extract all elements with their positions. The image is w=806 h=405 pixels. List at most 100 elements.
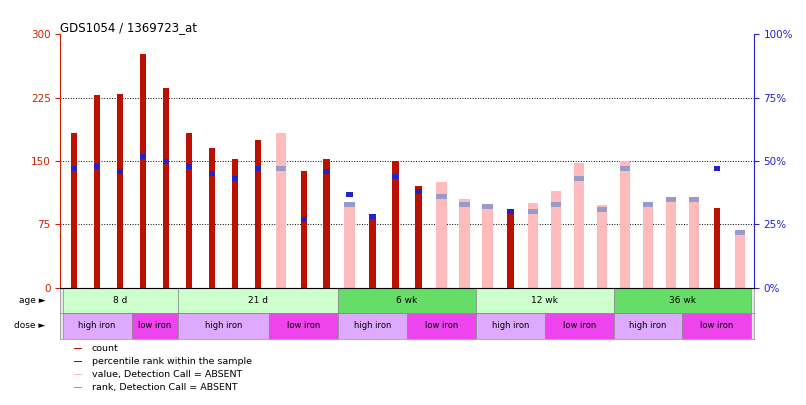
Bar [393,174,399,179]
Bar [666,196,676,288]
Bar [71,166,77,171]
Text: 8 d: 8 d [113,296,127,305]
Bar [163,159,169,164]
Bar [231,160,238,288]
Text: 12 wk: 12 wk [531,296,559,305]
Bar [482,205,492,288]
Bar [613,313,683,339]
Bar [713,166,720,171]
Bar [597,207,607,212]
Bar [344,203,355,288]
Bar [74,348,81,349]
Text: GDS1054 / 1369723_at: GDS1054 / 1369723_at [60,21,197,34]
Bar [74,374,81,375]
Bar [131,313,177,339]
Bar [71,133,77,288]
Bar [344,202,355,207]
Bar [551,202,562,207]
Text: 36 wk: 36 wk [669,296,696,305]
Text: value, Detection Call = ABSENT: value, Detection Call = ABSENT [92,370,242,379]
Bar [369,214,376,220]
Bar [209,171,215,176]
Text: high iron: high iron [78,322,116,330]
Bar [683,313,751,339]
Text: 21 d: 21 d [247,296,268,305]
Bar [117,94,123,288]
Bar [459,199,470,288]
Bar [63,288,177,313]
Text: low iron: low iron [287,322,320,330]
Bar [436,194,447,199]
Bar [407,313,476,339]
Text: age ►: age ► [19,296,45,305]
Text: dose ►: dose ► [14,322,45,330]
Bar [735,230,745,234]
Bar [94,95,101,288]
Bar [393,161,399,288]
Text: high iron: high iron [205,322,242,330]
Text: 6 wk: 6 wk [397,296,418,305]
Bar [347,192,353,196]
Bar [476,288,613,313]
Bar [140,153,147,159]
Bar [574,163,584,288]
Bar [185,133,192,288]
Bar [689,196,699,202]
Bar [689,196,699,288]
Bar [620,166,630,171]
Bar [185,164,192,169]
Bar [74,361,81,362]
Bar [74,387,81,388]
Bar [276,166,286,171]
Bar [339,288,476,313]
Bar [255,166,261,171]
Bar [369,216,376,288]
Bar [643,202,653,207]
Bar [323,169,330,174]
Bar [482,204,492,209]
Bar [255,140,261,288]
Bar [269,313,339,339]
Bar [574,176,584,181]
Bar [415,186,422,288]
Text: low iron: low iron [138,322,171,330]
Bar [63,313,131,339]
Bar [436,182,447,288]
Text: low iron: low iron [700,322,733,330]
Bar [507,209,513,214]
Text: high iron: high iron [354,322,391,330]
Bar [620,161,630,288]
Bar [177,288,339,313]
Bar [459,202,470,207]
Bar [339,313,407,339]
Bar [597,205,607,288]
Text: high iron: high iron [629,322,667,330]
Bar [301,171,307,288]
Text: percentile rank within the sample: percentile rank within the sample [92,357,251,366]
Bar [231,176,238,181]
Bar [177,313,269,339]
Text: low iron: low iron [563,322,596,330]
Bar [140,54,147,288]
Bar [528,209,538,214]
Bar [94,164,101,169]
Bar [476,313,545,339]
Text: low iron: low iron [425,322,458,330]
Bar [323,160,330,288]
Bar [415,189,422,194]
Text: high iron: high iron [492,322,529,330]
Bar [613,288,751,313]
Bar [528,203,538,288]
Bar [276,133,286,288]
Bar [301,217,307,222]
Bar [643,203,653,288]
Bar [666,196,676,202]
Bar [735,233,745,288]
Text: count: count [92,344,118,353]
Bar [551,191,562,288]
Bar [507,212,513,288]
Text: rank, Detection Call = ABSENT: rank, Detection Call = ABSENT [92,383,237,392]
Bar [163,87,169,288]
Bar [117,169,123,174]
Bar [713,208,720,288]
